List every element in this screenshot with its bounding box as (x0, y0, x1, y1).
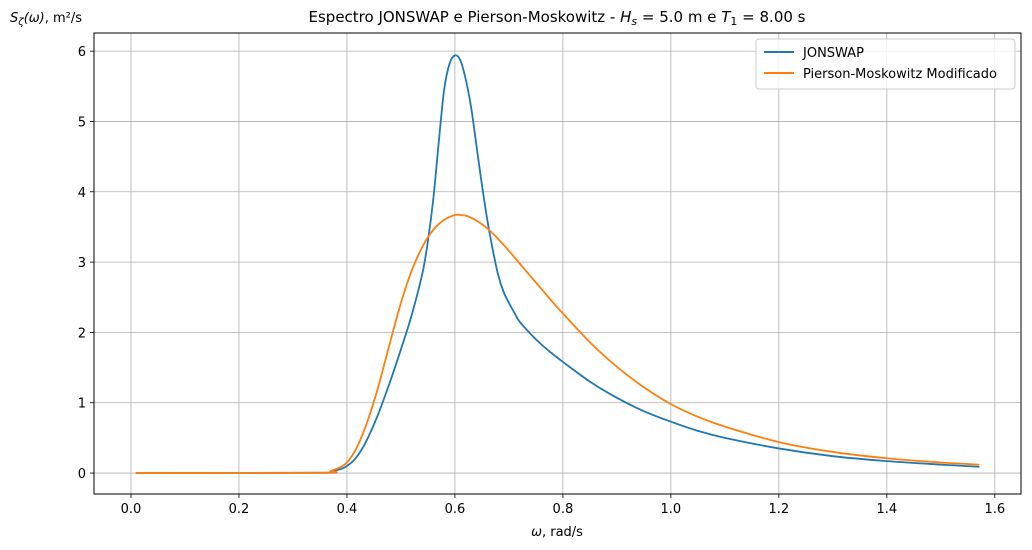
y-axis-ticks: 0 1 2 3 4 5 6 (78, 45, 94, 482)
x-axis-label: ω, rad/s (531, 525, 583, 540)
y-tick-label: 0 (78, 467, 86, 482)
series-line-jonswap (135, 54, 980, 474)
x-tick-label: 0.0 (121, 502, 142, 517)
x-tick-label: 0.4 (337, 502, 358, 517)
x-tick-label: 1.6 (984, 502, 1005, 517)
x-tick-label: 0.6 (445, 502, 466, 517)
y-tick-label: 5 (78, 115, 86, 130)
x-tick-label: 0.2 (229, 502, 250, 517)
y-tick-label: 3 (78, 256, 86, 271)
plot-background (94, 33, 1021, 494)
x-tick-label: 0.8 (553, 502, 574, 517)
legend-label-jonswap: JONSWAP (802, 46, 864, 61)
x-tick-label: 1.0 (661, 502, 682, 517)
legend-label-pierson-moskowitz: Pierson-Moskowitz Modificado (803, 67, 997, 82)
y-tick-label: 6 (78, 45, 86, 60)
chart-title: Espectro JONSWAP e Pierson-Moskowitz - H… (309, 8, 806, 28)
legend: JONSWAP Pierson-Moskowitz Modificado (755, 38, 1016, 90)
x-tick-label: 1.4 (876, 502, 897, 517)
series-line-pierson-moskowitz (135, 213, 980, 474)
x-axis-ticks: 0.0 0.2 0.4 0.6 0.8 1.0 1.2 1.4 1.6 (121, 494, 1005, 517)
y-tick-label: 2 (78, 326, 86, 341)
y-tick-label: 1 (78, 397, 86, 412)
y-tick-label: 4 (78, 186, 86, 201)
legend-box (755, 38, 1016, 90)
plot-frame (93, 32, 1022, 495)
y-axis-label: Sζ(ω), m²/s (10, 11, 82, 28)
x-tick-label: 1.2 (769, 502, 790, 517)
series-lines (135, 54, 980, 474)
grid-lines (94, 33, 1021, 494)
